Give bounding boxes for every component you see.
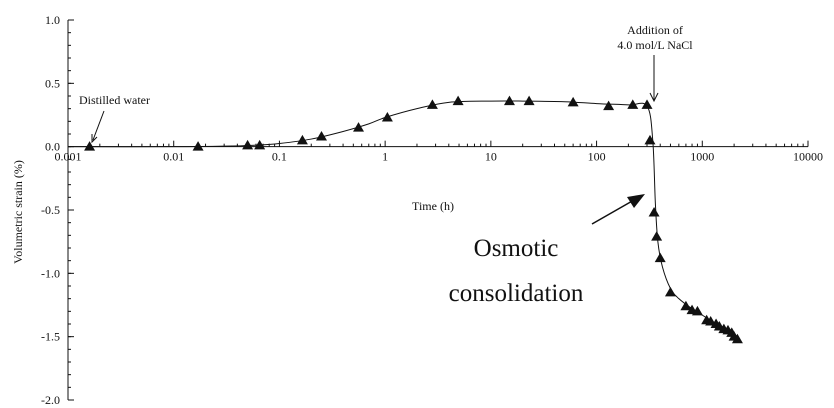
data-point bbox=[242, 139, 254, 150]
annotation-distilled-water-arrowhead bbox=[91, 134, 98, 144]
y-tick-label: -1.0 bbox=[41, 266, 60, 280]
data-point bbox=[523, 95, 535, 106]
annotation-osmotic-line2: consolidation bbox=[449, 280, 584, 307]
annotation-addition-arrowhead bbox=[649, 92, 659, 103]
y-tick-label: 0.5 bbox=[45, 76, 60, 90]
fit-curve bbox=[67, 100, 739, 341]
data-point bbox=[664, 286, 676, 297]
x-tick-label: 0.001 bbox=[55, 150, 82, 164]
x-tick-label: 1000 bbox=[690, 150, 714, 164]
data-point bbox=[651, 231, 663, 241]
data-point bbox=[192, 141, 204, 151]
data-point bbox=[603, 100, 615, 111]
data-point bbox=[627, 99, 639, 109]
x-tick-label: 1 bbox=[382, 150, 388, 164]
data-point bbox=[641, 99, 653, 109]
y-ticks: 1.0 0.5 0.0 -0.5 -1.0 -1.5 -2.0 bbox=[41, 13, 74, 407]
data-point bbox=[567, 96, 579, 107]
data-point bbox=[84, 141, 96, 151]
data-point bbox=[691, 305, 703, 316]
data-point bbox=[452, 95, 464, 106]
data-point bbox=[426, 99, 438, 109]
data-point bbox=[381, 112, 393, 122]
y-tick-label: -0.5 bbox=[41, 203, 60, 217]
y-axis-label: Volumetric strain (%) bbox=[11, 160, 25, 264]
x-tick-label: 10 bbox=[485, 150, 497, 164]
annotation-addition-line1: Addition of bbox=[627, 23, 683, 37]
data-point bbox=[353, 122, 365, 132]
data-points bbox=[84, 95, 743, 344]
y-tick-label: 0.0 bbox=[45, 140, 60, 154]
data-point bbox=[648, 207, 660, 217]
data-point bbox=[644, 134, 656, 145]
data-point bbox=[254, 139, 266, 150]
x-ticks: 0.001 0.01 0.1 1 10 100 1000 10000 bbox=[55, 140, 823, 164]
osmotic-arrowhead bbox=[627, 194, 645, 208]
annotation-osmotic-line1: Osmotic bbox=[474, 235, 559, 262]
data-point bbox=[654, 252, 666, 263]
x-tick-label: 0.1 bbox=[272, 150, 287, 164]
data-point bbox=[503, 95, 515, 106]
y-tick-label: 1.0 bbox=[45, 13, 60, 27]
osmotic-arrow bbox=[591, 199, 635, 225]
annotation-distilled-water-arrow bbox=[92, 110, 105, 141]
annotation-addition-line2: 4.0 mol/L NaCl bbox=[617, 38, 693, 52]
y-tick-label: -1.5 bbox=[41, 330, 60, 344]
x-tick-label: 10000 bbox=[793, 150, 823, 164]
x-tick-label: 0.01 bbox=[163, 150, 184, 164]
data-point bbox=[680, 300, 692, 311]
data-point bbox=[296, 134, 308, 145]
annotation-distilled-water: Distilled water bbox=[79, 93, 150, 107]
y-tick-label: -2.0 bbox=[41, 393, 60, 407]
data-point bbox=[731, 333, 743, 344]
x-tick-label: 100 bbox=[588, 150, 606, 164]
x-axis-label: Time (h) bbox=[412, 199, 454, 213]
data-point bbox=[315, 131, 327, 141]
